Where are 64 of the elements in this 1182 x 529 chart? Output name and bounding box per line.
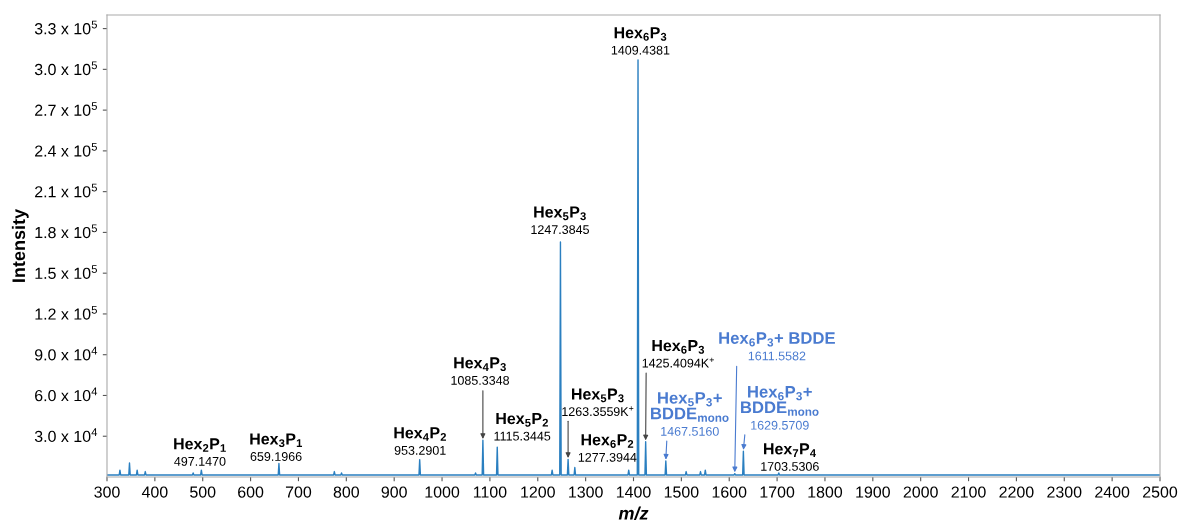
x-tick-label: 600 (238, 486, 264, 498)
y-tick-label: 3.0 x 10$^{4}$ (34, 428, 98, 443)
y-tick-label: 1.2 x 10$^{5}$ (35, 305, 97, 320)
x-tick-label: 1300 (569, 486, 603, 498)
x-tick-label: 2100 (951, 486, 986, 498)
annotation: 1409.4381 (611, 45, 670, 55)
annotation: 1115.3445 (494, 431, 551, 441)
x-tick-label: 1600 (712, 486, 747, 498)
annotation: 1611.5582 (748, 351, 806, 361)
annotation: 659.1966 (250, 452, 302, 461)
y-tick-label: 1.8 x 10$^{5}$ (35, 224, 97, 239)
x-tick-label: 2500 (1143, 486, 1178, 498)
annotation: Hex$_{5}$P$_{3}$ (534, 206, 586, 221)
x-tick-label: 1700 (760, 486, 795, 498)
annotation: 1277.3944 (578, 452, 637, 462)
y-tick-label: 1.5 x 10$^{5}$ (35, 265, 97, 279)
x-tick-label: 2200 (999, 486, 1034, 498)
x-tick-label: 1200 (521, 486, 555, 498)
annotation: 1085.3348 (451, 376, 510, 385)
x-tick-label: 2400 (1095, 486, 1130, 498)
annotation: 1629.5709 (751, 420, 809, 430)
annotation: Hex$_{2}$P$_{1}$ (174, 438, 226, 452)
x-tick-label: 500 (190, 486, 216, 498)
y-tick-label: 3.0 x 10$^{5}$ (34, 61, 97, 76)
x-tick-label: 1500 (664, 486, 699, 498)
annotation: Hex$_{6}$P$_{3}$ (614, 27, 667, 41)
annotation: Hex$_{5}$P$_{3}$ (572, 388, 624, 403)
x-tick-label: 2300 (1047, 486, 1082, 498)
annotation: Hex$_{3}$P$_{1}$ (250, 433, 303, 448)
x-tick-label: 2000 (903, 486, 938, 498)
annotation: Hex$_{4}$P$_{2}$ (394, 427, 446, 441)
x-tick-label: 1800 (808, 486, 843, 498)
x-tick-label: 1900 (856, 486, 890, 498)
annotation: 953.2901 (394, 445, 446, 455)
annotation: Hex$_{4}$P$_{3}$ (454, 357, 506, 371)
x-tick-label: 1400 (616, 486, 651, 498)
y-tick-label: 2.4 x 10$^{5}$ (35, 142, 97, 157)
annotation: Hex$_{6}$P$_{3}$+ BDDE$_{mono}$ (741, 386, 819, 416)
x-tick-label: 800 (333, 486, 360, 498)
x-tick-label: 900 (381, 486, 407, 498)
annotation: 497.1470 (174, 456, 226, 466)
annotation: Hex$_{5}$P$_{2}$ (496, 413, 548, 427)
x-tick-label: 700 (285, 486, 312, 498)
annotation: Hex$_{5}$P$_{3}$+ BDDE$_{mono}$ (651, 392, 729, 422)
y-axis-title: Intensity (11, 208, 29, 282)
x-tick-label: 400 (141, 486, 168, 498)
x-axis-title: m/z (618, 506, 649, 520)
x-tick-label: 1000 (425, 486, 460, 498)
y-tick-label: 2.7 x 10$^{5}$ (35, 102, 97, 116)
annotation: 1425.4094K$^{+}$ (642, 357, 714, 368)
annotation: 1247.3845 (531, 225, 589, 235)
annotation: Hex$_{6}$P$_{2}$ (581, 434, 634, 448)
x-tick-label: 1100 (473, 486, 507, 498)
y-tick-label: 3.3 x 10$^{5}$ (34, 20, 97, 35)
annotation: 1263.3559K$^{+}$ (562, 406, 634, 417)
y-tick-label: 9.0 x 10$^{4}$ (34, 346, 98, 361)
y-tick-label: 2.1 x 10$^{5}$ (35, 183, 97, 198)
annotation: Hex$_{6}$P$_{3}$+ BDDE (719, 332, 835, 347)
annotation: Hex$_{7}$P$_{4}$ (764, 443, 816, 457)
annotation: 1467.5160 (661, 426, 719, 436)
y-tick-label: 6.0 x 10$^{4}$ (35, 387, 98, 402)
x-tick-label: 300 (94, 486, 120, 498)
annotation: 1703.5306 (761, 462, 819, 471)
annotation: Hex$_{6}$P$_{3}$ (652, 340, 705, 354)
